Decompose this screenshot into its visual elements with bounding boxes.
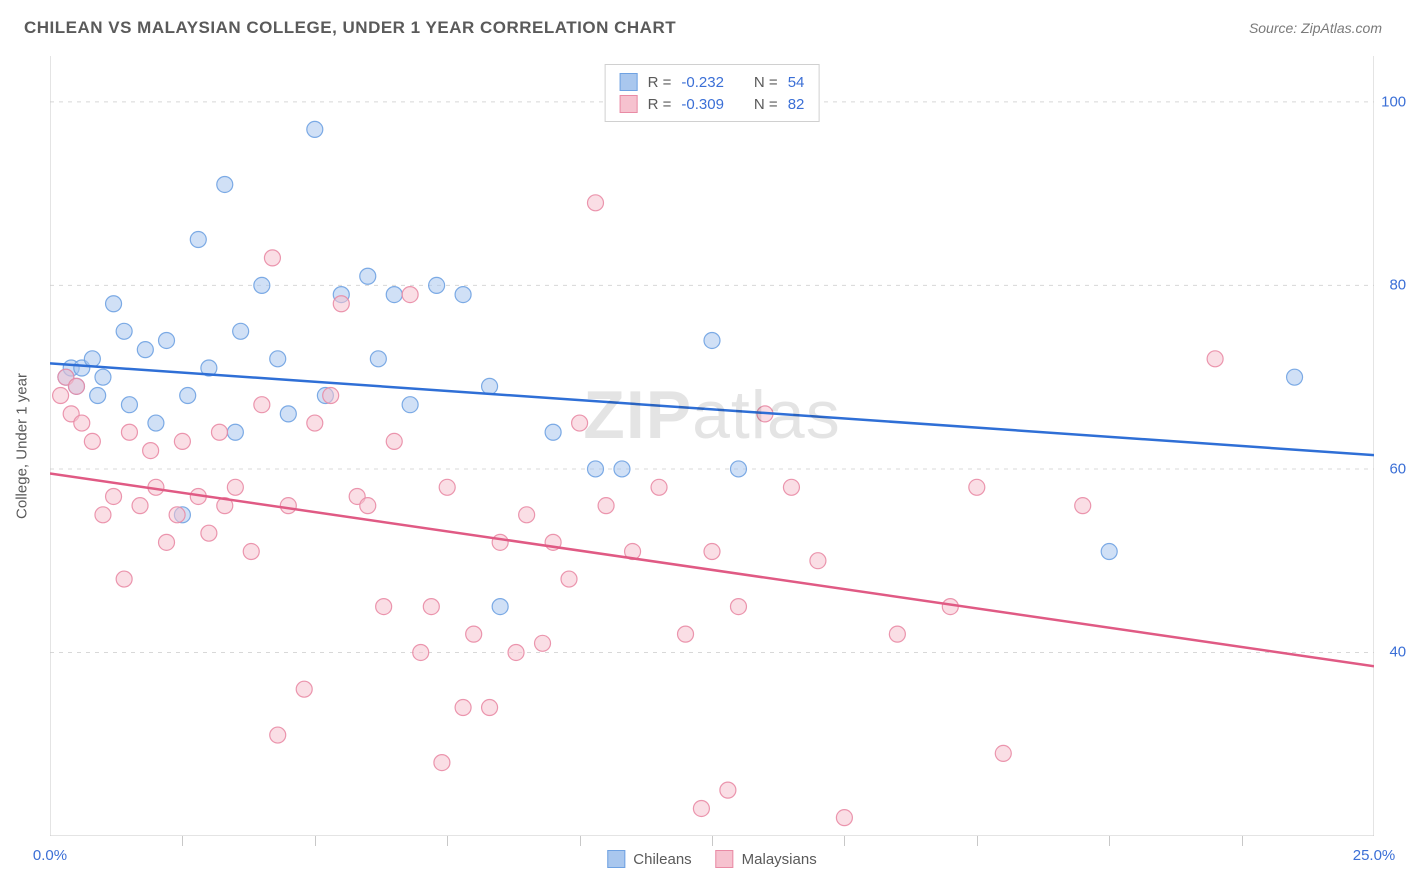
n-value-chileans: 54 [788, 74, 805, 91]
swatch-malaysians-bottom [716, 850, 734, 868]
x-tick [844, 836, 845, 846]
r-label: R = [648, 74, 672, 91]
chart-header: CHILEAN VS MALAYSIAN COLLEGE, UNDER 1 YE… [0, 0, 1406, 48]
swatch-malaysians [620, 95, 638, 113]
x-tick [447, 836, 448, 846]
x-tick [315, 836, 316, 846]
r-value-chileans: -0.232 [681, 74, 724, 91]
x-tick [712, 836, 713, 846]
scatter-plot [50, 56, 1374, 836]
n-label: N = [754, 74, 778, 91]
x-tick-label: 0.0% [33, 847, 67, 864]
chart-title: CHILEAN VS MALAYSIAN COLLEGE, UNDER 1 YE… [24, 18, 676, 38]
legend-label-chileans: Chileans [633, 851, 691, 868]
y-tick-label: 60.0% [1389, 460, 1406, 477]
legend-item-chileans: Chileans [607, 850, 691, 868]
legend-item-malaysians: Malaysians [716, 850, 817, 868]
y-tick-label: 100.0% [1381, 93, 1406, 110]
n-label: N = [754, 96, 778, 113]
chart-area: College, Under 1 year ZIPatlas R = -0.23… [50, 56, 1374, 836]
correlation-legend: R = -0.232 N = 54 R = -0.309 N = 82 [605, 64, 820, 122]
chart-source: Source: ZipAtlas.com [1249, 20, 1382, 36]
x-tick [182, 836, 183, 846]
x-tick [977, 836, 978, 846]
x-tick [1109, 836, 1110, 846]
swatch-chileans [620, 73, 638, 91]
series-legend: Chileans Malaysians [607, 850, 816, 868]
legend-row-chileans: R = -0.232 N = 54 [620, 71, 805, 93]
swatch-chileans-bottom [607, 850, 625, 868]
r-value-malaysians: -0.309 [681, 96, 724, 113]
x-tick-label: 25.0% [1353, 847, 1396, 864]
x-tick [580, 836, 581, 846]
legend-label-malaysians: Malaysians [742, 851, 817, 868]
n-value-malaysians: 82 [788, 96, 805, 113]
y-tick-label: 40.0% [1389, 644, 1406, 661]
y-tick-label: 80.0% [1389, 277, 1406, 294]
y-axis-label: College, Under 1 year [14, 373, 31, 519]
r-label: R = [648, 96, 672, 113]
x-tick [1242, 836, 1243, 846]
legend-row-malaysians: R = -0.309 N = 82 [620, 93, 805, 115]
